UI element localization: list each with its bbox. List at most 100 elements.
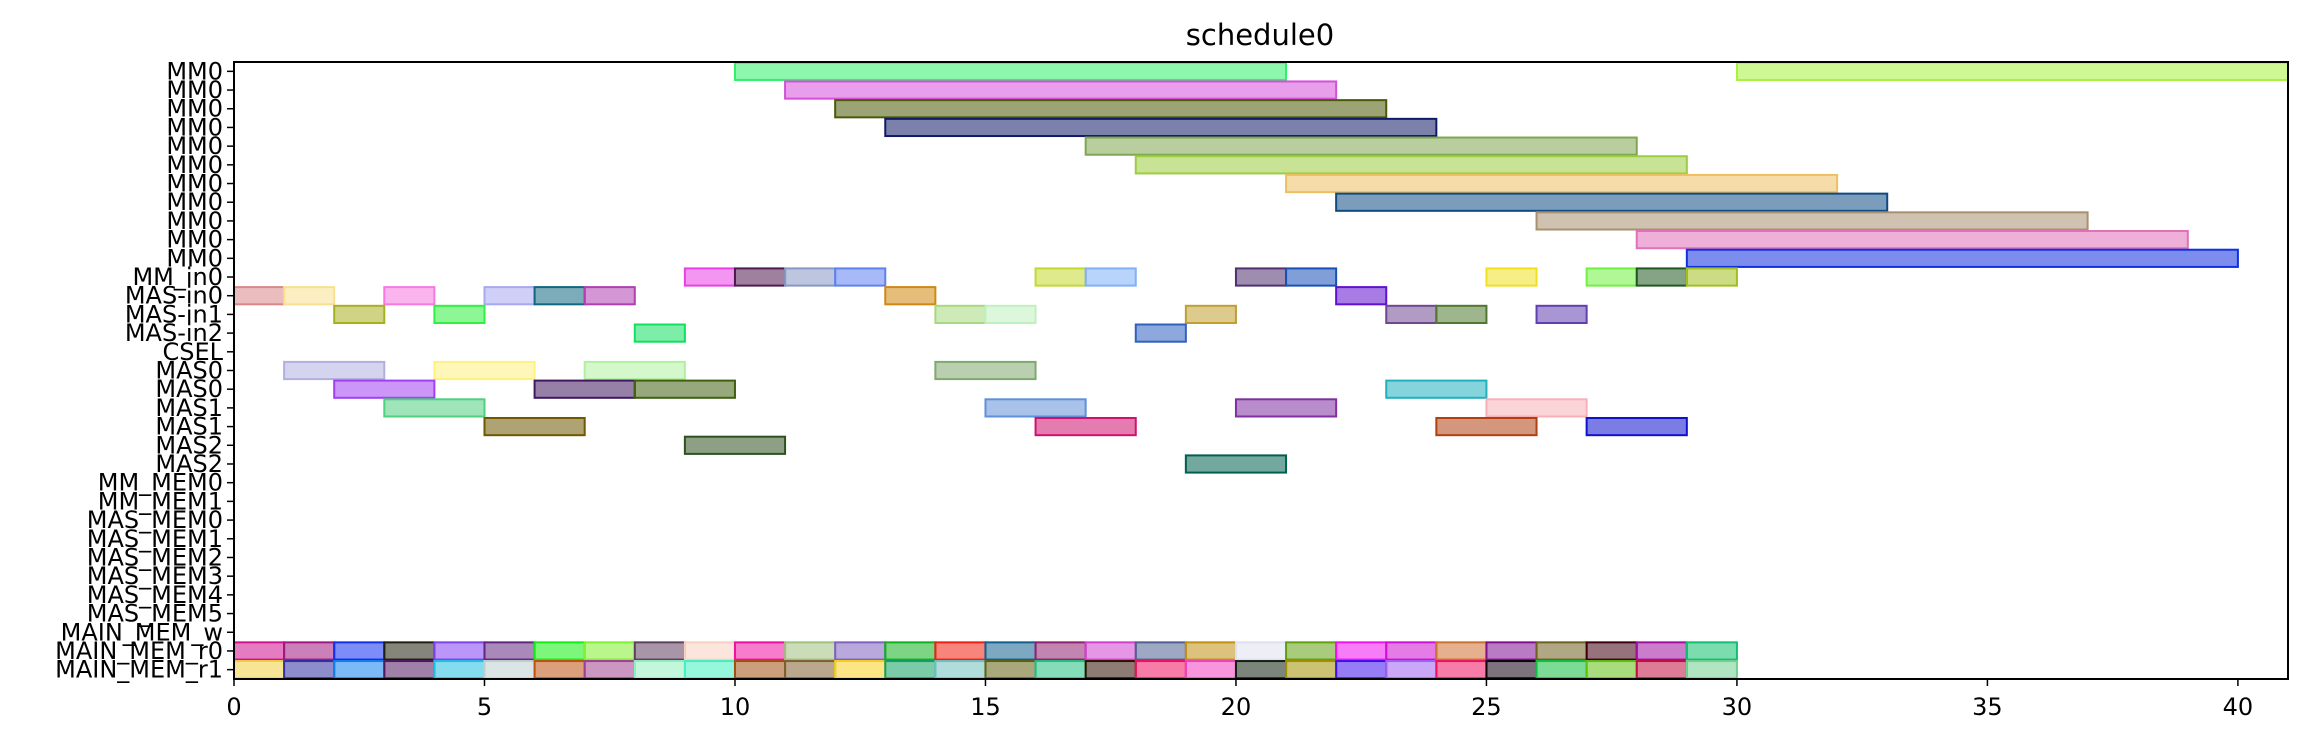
- task-bar: [1234, 660, 1288, 680]
- y-tick-label: MAS_MEM4: [87, 581, 223, 609]
- task-bar: [1134, 323, 1187, 343]
- y-tick-label: MM0: [166, 76, 223, 104]
- task-bar: [1034, 416, 1137, 437]
- task-bar: [283, 641, 336, 661]
- task-bar: [1535, 660, 1588, 680]
- task-bar: [633, 660, 686, 680]
- task-bar: [1585, 660, 1638, 680]
- task-bar: [1735, 61, 2290, 81]
- task-bar: [984, 398, 1087, 418]
- task-bar: [1485, 267, 1538, 287]
- task-bar: [1335, 641, 1388, 661]
- y-tick-label: MAIN_MEM_r0: [55, 637, 223, 665]
- task-bar: [1084, 136, 1638, 156]
- y-tick-label: MM0: [166, 113, 223, 141]
- task-bar: [533, 286, 586, 306]
- task-bar: [884, 660, 937, 680]
- y-tick-label: MAS1: [155, 413, 223, 441]
- task-bar: [1184, 660, 1237, 680]
- task-bar: [934, 660, 987, 680]
- y-tick-label: MAS_MEM2: [87, 543, 223, 571]
- task-bar: [784, 641, 837, 661]
- task-bar: [1685, 267, 1738, 287]
- task-bar: [583, 641, 636, 661]
- y-tick-label: MM0: [166, 170, 223, 198]
- task-bar: [834, 641, 887, 661]
- x-tick-label: 20: [1221, 693, 1252, 721]
- task-bar: [733, 660, 787, 680]
- task-bar: [483, 416, 586, 437]
- y-tick-label: MAS-in0: [125, 282, 223, 310]
- task-bar: [733, 61, 1288, 81]
- task-bar: [283, 660, 336, 680]
- task-bar: [433, 641, 486, 661]
- task-bar: [733, 641, 787, 661]
- task-bar: [583, 660, 636, 680]
- task-bar: [1034, 267, 1087, 287]
- y-tick-label: MAS_MEM1: [87, 525, 223, 553]
- y-tick-label: MM0: [166, 132, 223, 160]
- x-tick-label: 30: [1722, 693, 1753, 721]
- y-tick-label: MAS_MEM5: [87, 600, 223, 628]
- x-tick-label: 15: [970, 693, 1001, 721]
- task-bar: [1285, 660, 1338, 680]
- task-bar: [1084, 641, 1137, 661]
- task-bar: [984, 660, 1037, 680]
- x-tick-label: 40: [2223, 693, 2254, 721]
- y-tick-label: MAIN_MEM_w: [61, 618, 223, 646]
- task-bar: [383, 641, 436, 661]
- task-bar: [633, 641, 686, 661]
- task-bar: [1385, 641, 1438, 661]
- task-bar: [884, 286, 937, 306]
- task-bar: [1485, 641, 1538, 661]
- task-bar: [483, 286, 536, 306]
- bars-layer: [233, 61, 2290, 680]
- task-bar: [1385, 379, 1488, 399]
- task-bar: [1134, 641, 1187, 661]
- x-tick-label: 35: [1972, 693, 2003, 721]
- task-bar: [683, 660, 736, 680]
- task-bar: [433, 360, 536, 381]
- y-tick-label: MM0: [166, 207, 223, 235]
- task-bar: [834, 99, 1388, 119]
- task-bar: [333, 660, 386, 680]
- task-bar: [1084, 660, 1137, 680]
- task-bar: [1535, 641, 1588, 661]
- task-bar: [1485, 660, 1538, 680]
- task-bar: [834, 267, 887, 287]
- task-bar: [1435, 641, 1488, 661]
- task-bar: [1435, 416, 1538, 437]
- y-tick-label: MAS_MEM3: [87, 562, 223, 590]
- task-bar: [1134, 660, 1187, 680]
- task-bar: [1635, 641, 1688, 661]
- y-tick-label: MM0: [166, 151, 223, 179]
- task-bar: [1435, 660, 1488, 680]
- task-bar: [1184, 454, 1288, 474]
- y-tick-label: MM_MEM0: [98, 469, 223, 497]
- y-tick-label: MM0: [166, 95, 223, 123]
- task-bar: [483, 660, 536, 680]
- y-tick-label: MM_in0: [132, 263, 223, 291]
- x-tick-label: 5: [477, 693, 492, 721]
- y-tick-label: CSEL: [162, 338, 223, 366]
- task-bar: [1034, 641, 1087, 661]
- task-bar: [383, 660, 436, 680]
- task-bar: [233, 660, 286, 680]
- task-bar: [1685, 248, 2239, 268]
- task-bar: [433, 660, 486, 680]
- task-bar: [834, 660, 887, 680]
- task-bar: [433, 304, 486, 325]
- task-bar: [1234, 398, 1338, 418]
- y-tick-label: MAS1: [155, 394, 223, 422]
- y-tick-label: MAIN_MEM_r1: [55, 656, 223, 684]
- task-bar: [683, 641, 736, 661]
- task-bar: [1335, 192, 1889, 212]
- x-tick-label: 0: [226, 693, 241, 721]
- task-bar: [784, 80, 1338, 100]
- task-bar: [333, 304, 386, 325]
- y-tick-label: MAS0: [155, 357, 223, 385]
- task-bar: [683, 435, 787, 455]
- task-bar: [1435, 304, 1488, 325]
